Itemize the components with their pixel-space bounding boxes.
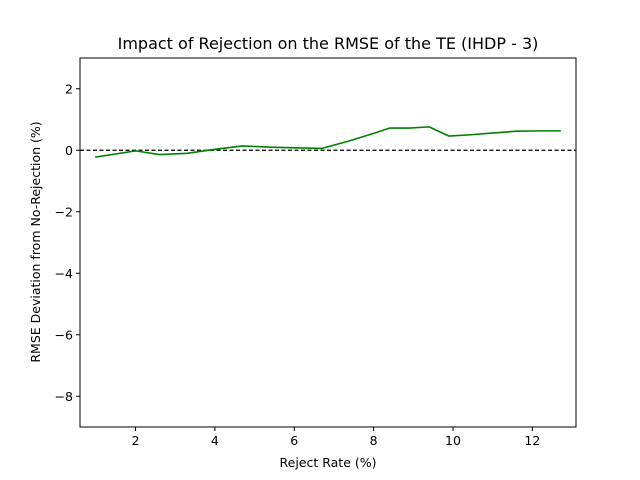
chart-title: Impact of Rejection on the RMSE of the T… — [118, 34, 539, 53]
x-tick-label: 12 — [524, 433, 540, 448]
x-axis-label: Reject Rate (%) — [280, 455, 377, 470]
x-tick-label: 8 — [370, 433, 378, 448]
y-tick-label: 0 — [65, 143, 73, 158]
x-tick-label: 6 — [290, 433, 298, 448]
x-tick-label: 4 — [211, 433, 219, 448]
x-tick-label: 10 — [445, 433, 461, 448]
y-axis-label: RMSE Deviation from No-Rejection (%) — [28, 121, 43, 362]
y-tick-label: −2 — [55, 204, 73, 219]
y-tick-label: −6 — [55, 327, 73, 342]
y-tick-label: −4 — [55, 266, 73, 281]
y-tick-label: −8 — [55, 389, 73, 404]
x-tick-label: 2 — [132, 433, 140, 448]
y-tick-label: 2 — [65, 81, 73, 96]
